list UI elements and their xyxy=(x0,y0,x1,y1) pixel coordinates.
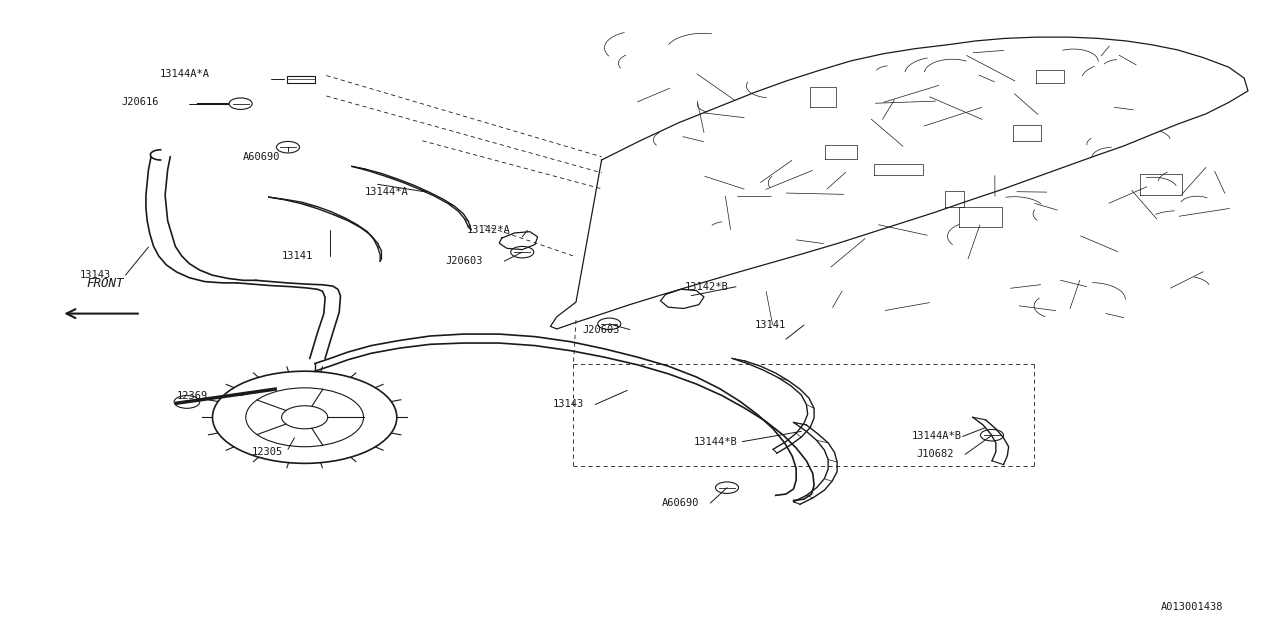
Text: A60690: A60690 xyxy=(662,498,699,508)
Text: A60690: A60690 xyxy=(243,152,280,162)
Text: 13141: 13141 xyxy=(755,320,786,330)
Text: J20616: J20616 xyxy=(122,97,159,108)
Text: J20603: J20603 xyxy=(445,256,483,266)
Text: 13143: 13143 xyxy=(79,270,110,280)
Text: 12369: 12369 xyxy=(177,390,207,401)
Text: 13142*B: 13142*B xyxy=(685,282,728,292)
Text: 13144A*B: 13144A*B xyxy=(911,431,961,442)
Text: 13144A*A: 13144A*A xyxy=(160,68,210,79)
Text: J10682: J10682 xyxy=(916,449,954,460)
Text: 13142*A: 13142*A xyxy=(467,225,511,236)
Text: FRONT: FRONT xyxy=(86,277,124,290)
Text: 13143: 13143 xyxy=(553,399,584,410)
Text: 13144*B: 13144*B xyxy=(694,436,737,447)
Text: J20603: J20603 xyxy=(582,324,620,335)
Text: 12305: 12305 xyxy=(252,447,283,457)
Text: 13141: 13141 xyxy=(282,251,312,261)
Text: 13144*A: 13144*A xyxy=(365,187,408,197)
Text: A013001438: A013001438 xyxy=(1161,602,1224,612)
